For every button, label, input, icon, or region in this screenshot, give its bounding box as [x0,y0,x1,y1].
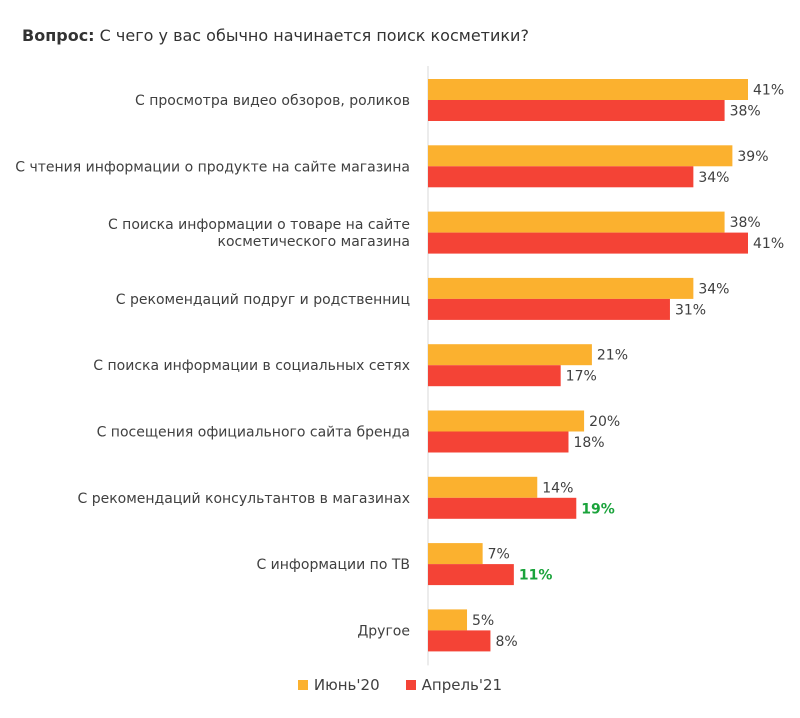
question-text: С чего у вас обычно начинается поиск кос… [99,26,529,45]
bar-april21 [428,431,569,453]
legend-item-april21: Апрель'21 [405,676,503,694]
bar-june20 [428,476,538,498]
value-label-april21: 31% [675,302,706,318]
category-label: С чтения информации о продукте на сайте … [15,159,410,175]
bar-june20 [428,410,585,432]
bar-april21 [428,365,561,387]
value-label-april21: 18% [573,435,604,451]
question-prefix: Вопрос: [22,26,95,45]
bar-april21 [428,630,491,652]
bar-june20 [428,609,468,631]
value-label-june20: 38% [730,215,761,231]
value-label-april21: 19% [581,501,615,517]
value-label-june20: 34% [698,281,729,297]
value-label-april21: 34% [698,170,729,186]
value-label-april21: 38% [730,104,761,120]
value-label-april21: 11% [519,568,553,584]
value-label-april21: 41% [753,236,784,252]
bar-june20 [428,344,592,366]
bar-april21 [428,497,577,519]
legend-swatch-june20 [297,680,308,690]
bar-april21 [428,166,694,188]
legend-label-june20: Июнь'20 [313,676,380,694]
value-label-june20: 20% [589,414,620,430]
category-label: С посещения официального сайта бренда [97,425,410,441]
legend-label-april21: Апрель'21 [421,676,503,694]
category-label: С рекомендаций консультантов в магазинах [77,491,410,507]
bar-june20 [428,543,483,565]
legend-swatch-april21 [405,680,416,690]
bar-june20 [428,277,694,299]
bar-april21 [428,232,748,254]
category-label: С просмотра видео обзоров, роликов [135,93,410,109]
category-label: С информации по ТВ [256,557,410,573]
bar-april21 [428,564,514,586]
value-label-june20: 5% [472,613,494,629]
bar-june20 [428,145,733,167]
bar-chart: С просмотра видео обзоров, роликов 41% 38%… [15,66,784,666]
bar-june20 [428,211,725,233]
value-label-june20: 7% [488,547,510,563]
legend-item-june20: Июнь'20 [297,676,380,694]
bar-april21 [428,100,725,121]
value-label-june20: 39% [737,149,768,165]
value-label-june20: 14% [542,480,573,496]
value-label-april21: 8% [495,634,517,650]
category-label: косметического магазина [218,234,410,250]
category-label: С поиска информации о товаре на сайте [108,217,410,233]
value-label-april21: 17% [566,369,597,385]
value-label-june20: 21% [597,348,628,364]
value-label-june20: 41% [753,83,784,99]
chart-legend: Июнь'20 Апрель'21 [0,676,800,694]
category-label: С рекомендаций подруг и родственниц [116,292,410,308]
bar-june20 [428,79,748,100]
bar-april21 [428,298,670,320]
category-label: Другое [357,623,410,639]
category-label: С поиска информации в социальных сетях [93,358,410,374]
question-title: Вопрос: С чего у вас обычно начинается п… [22,26,529,45]
